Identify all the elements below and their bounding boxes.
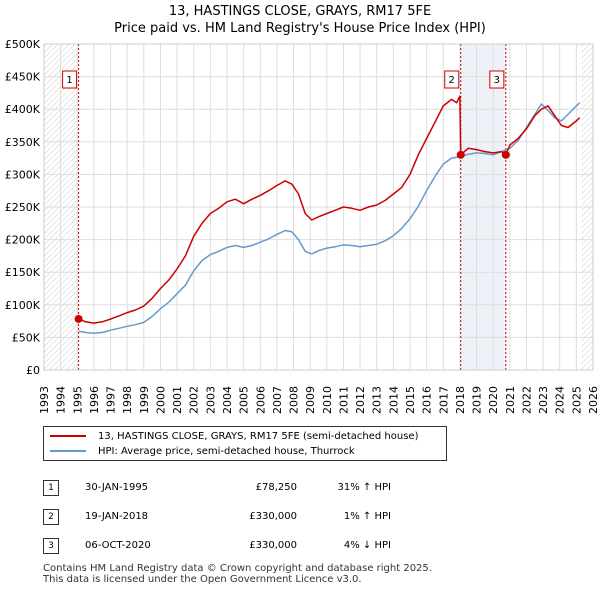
chart-legend: 13, HASTINGS CLOSE, GRAYS, RM17 5FE (sem… [43, 426, 447, 461]
legend-hpi-label: HPI: Average price, semi-detached house,… [98, 445, 355, 457]
x-tick-label: 1997 [105, 386, 118, 414]
sale-number-badge: 2 [43, 508, 59, 525]
x-tick-label: 2020 [487, 386, 500, 414]
y-tick-label: £100K [5, 299, 41, 312]
legend-property-label: 13, HASTINGS CLOSE, GRAYS, RM17 5FE (sem… [98, 430, 419, 442]
x-tick-label: 2015 [404, 386, 417, 414]
x-tick-label: 2012 [354, 386, 367, 414]
x-tick-label: 2017 [437, 386, 450, 414]
sale-hpi-change: 31% ↑ HPI [337, 482, 391, 493]
y-tick-label: £50K [12, 331, 41, 344]
sale-date: 19-JAN-2018 [85, 511, 149, 522]
x-tick-label: 2009 [304, 386, 317, 414]
sale-2-label: 2 [449, 75, 455, 86]
x-tick-label: 2007 [271, 386, 284, 414]
sale-1-point [74, 314, 83, 323]
x-tick-label: 2026 [587, 386, 600, 414]
sale-price: £330,000 [249, 511, 297, 522]
sale-2-label-box [444, 70, 460, 89]
y-tick-label: £0 [26, 364, 40, 377]
x-tick-label: 2022 [520, 386, 533, 414]
table-row: 3 06-OCT-2020 £330,000 4% ↓ HPI [43, 531, 391, 560]
price-chart: 1 2 3 £0 £50K £100K £150K £200K £250K £300K £350K… [5, 38, 600, 414]
x-tick-label: 2018 [454, 386, 467, 414]
x-tick-label: 2003 [204, 386, 217, 414]
y-tick-label: £500K [5, 38, 41, 51]
sale-number-badge: 3 [43, 537, 59, 554]
sale-date: 06-OCT-2020 [85, 540, 151, 551]
attribution: Contains HM Land Registry data © Crown c… [43, 563, 432, 585]
x-tick-label: 2000 [154, 386, 167, 414]
sale-1-label-box [62, 70, 78, 89]
y-tick-label: £400K [5, 103, 41, 116]
legend-property-swatch [50, 435, 86, 437]
sale-price: £330,000 [249, 540, 297, 551]
y-tick-label: £350K [5, 136, 41, 149]
x-tick-label: 1995 [71, 386, 84, 414]
x-tick-label: 2002 [188, 386, 201, 414]
legend-hpi-swatch [50, 450, 86, 452]
sale-number-badge: 1 [43, 479, 59, 496]
y-tick-label: £250K [5, 201, 41, 214]
x-tick-label: 1996 [88, 386, 101, 414]
y-tick-label: £450K [5, 71, 41, 84]
chart-title: 13, HASTINGS CLOSE, GRAYS, RM17 5FE [168, 4, 432, 19]
x-tick-label: 2006 [254, 386, 267, 414]
sale-3-label: 3 [494, 75, 500, 86]
x-tick-label: 2025 [570, 386, 583, 414]
legend-item-property: 13, HASTINGS CLOSE, GRAYS, RM17 5FE (sem… [50, 429, 418, 443]
sales-table: 1 30-JAN-1995 £78,250 31% ↑ HPI 2 19-JAN… [43, 473, 391, 560]
sale-3-label-box [489, 70, 505, 89]
sale-hpi-change: 1% ↑ HPI [343, 511, 391, 522]
x-tick-label: 2021 [504, 386, 517, 414]
table-row: 1 30-JAN-1995 £78,250 31% ↑ HPI [43, 473, 391, 502]
x-tick-label: 2011 [337, 386, 350, 414]
sale-price: £78,250 [255, 482, 297, 493]
x-tick-label: 2023 [537, 386, 550, 414]
hpi-line [78, 102, 581, 334]
x-tick-label: 1998 [121, 386, 134, 414]
sale-2-point [456, 150, 465, 159]
x-tick-label: 2016 [421, 386, 434, 414]
plot-border [43, 43, 594, 371]
x-tick-label: 2008 [288, 386, 301, 414]
x-tick-label: 1999 [138, 386, 151, 414]
x-tick-label: 2019 [471, 386, 484, 414]
sale-3-point [501, 150, 510, 159]
x-tick-label: 2014 [387, 386, 400, 414]
x-tick-label: 2005 [238, 386, 251, 414]
y-tick-label: £200K [5, 234, 41, 247]
attribution-line-1: Contains HM Land Registry data © Crown c… [43, 563, 432, 574]
y-tick-label: £150K [5, 266, 41, 279]
x-tick-label: 1994 [55, 386, 68, 414]
table-row: 2 19-JAN-2018 £330,000 1% ↑ HPI [43, 502, 391, 531]
chart-subtitle: Price paid vs. HM Land Registry's House … [114, 21, 486, 36]
sale-hpi-change: 4% ↓ HPI [343, 540, 391, 551]
x-tick-label: 2024 [554, 386, 567, 414]
x-tick-label: 2001 [171, 386, 184, 414]
legend-item-hpi: HPI: Average price, semi-detached house,… [50, 444, 355, 458]
x-tick-label: 2013 [371, 386, 384, 414]
x-tick-label: 2004 [221, 386, 234, 414]
x-tick-label: 2010 [321, 386, 334, 414]
sale-1-label: 1 [66, 75, 72, 86]
attribution-line-2: This data is licensed under the Open Gov… [43, 574, 362, 585]
sale-date: 30-JAN-1995 [85, 482, 149, 493]
y-tick-label: £300K [5, 168, 41, 181]
x-tick-label: 1993 [38, 386, 51, 414]
